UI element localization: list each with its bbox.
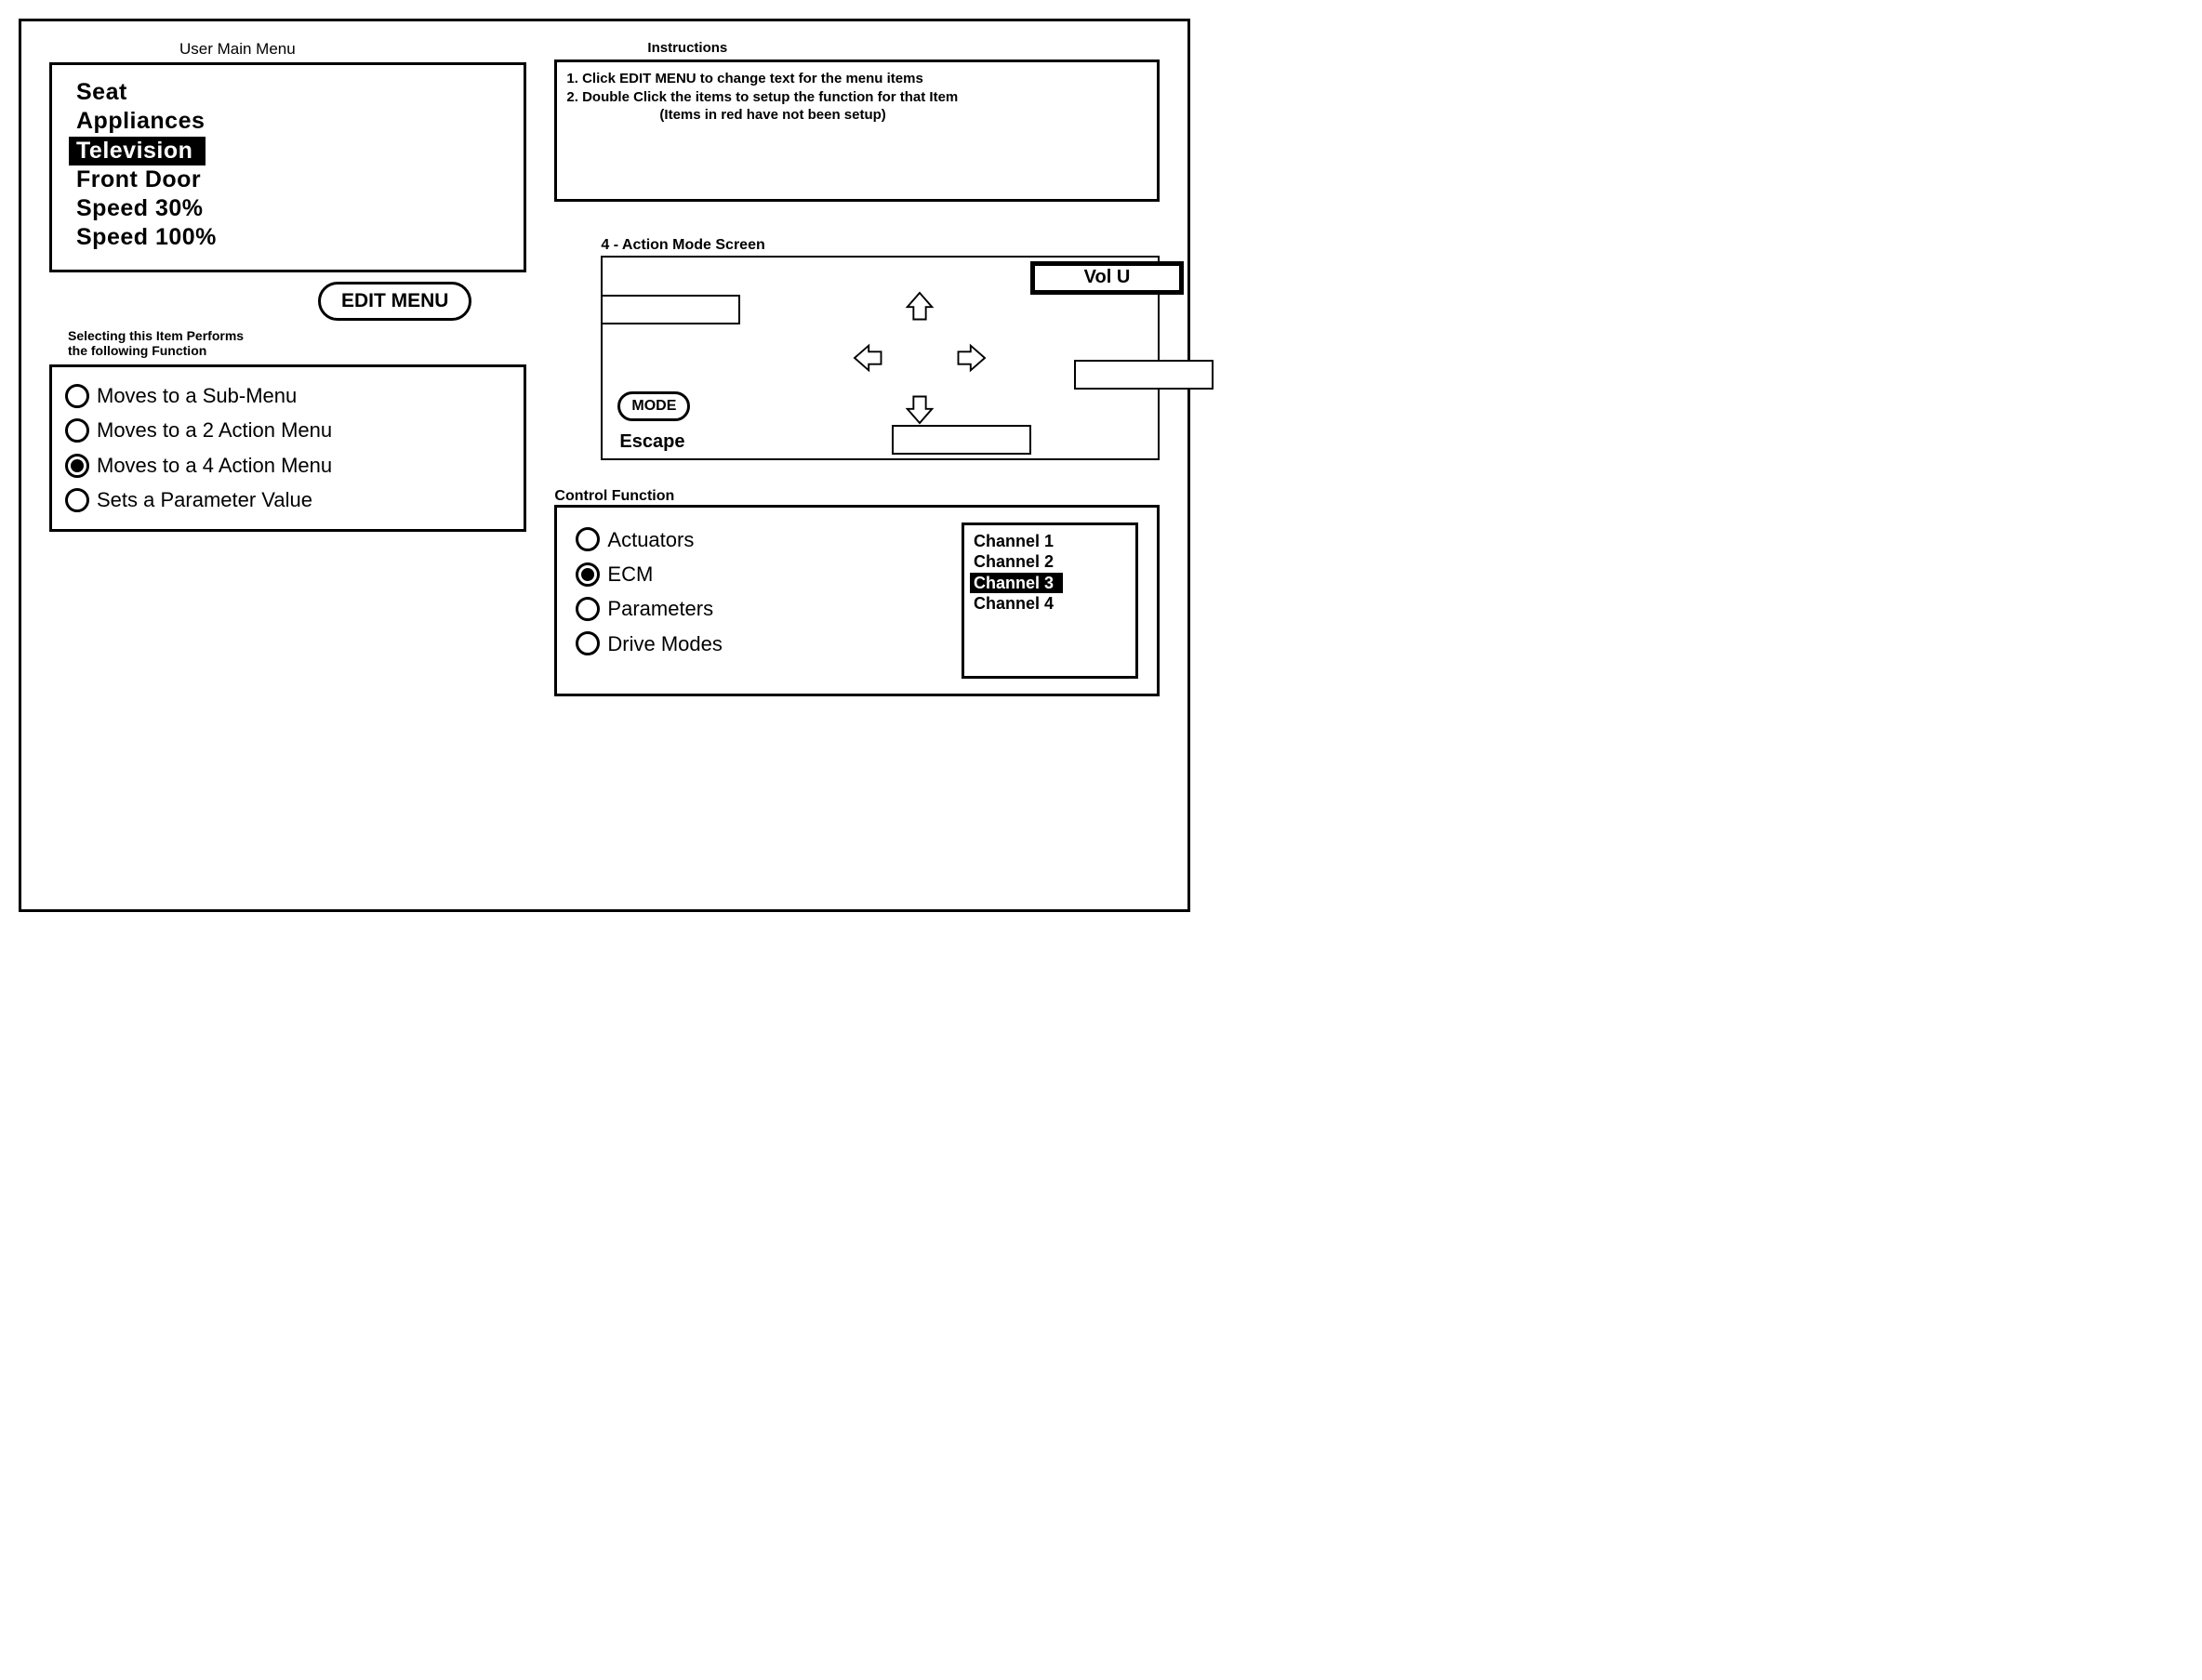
action-slot-right[interactable] bbox=[1074, 360, 1214, 390]
radio-2-action[interactable]: Moves to a 2 Action Menu bbox=[65, 413, 511, 447]
escape-label: Escape bbox=[619, 431, 684, 453]
radio-4-action[interactable]: Moves to a 4 Action Menu bbox=[65, 448, 511, 483]
radio-icon bbox=[65, 384, 89, 408]
radio-parameter[interactable]: Sets a Parameter Value bbox=[65, 483, 511, 517]
channel-4[interactable]: Channel 4 bbox=[970, 594, 1057, 613]
radio-sub-menu[interactable]: Moves to a Sub-Menu bbox=[65, 378, 511, 413]
radio-icon bbox=[65, 488, 89, 512]
action-slot-left[interactable] bbox=[601, 295, 740, 324]
instructions-title: Instructions bbox=[554, 40, 1160, 56]
instructions-box: 1. Click EDIT MENU to change text for th… bbox=[554, 60, 1160, 202]
menu-item-front-door[interactable]: Front Door bbox=[69, 166, 201, 192]
radio-icon bbox=[65, 418, 89, 443]
instruction-line-1: 1. Click EDIT MENU to change text for th… bbox=[566, 70, 1147, 88]
menu-item-speed-100[interactable]: Speed 100% bbox=[69, 224, 217, 250]
main-frame: User Main Menu Seat Appliances Televisio… bbox=[19, 19, 1190, 912]
radio-actuators[interactable]: Actuators bbox=[576, 523, 934, 557]
radio-icon bbox=[576, 562, 600, 587]
arrow-left-icon bbox=[851, 340, 886, 376]
menu-item-speed-30[interactable]: Speed 30% bbox=[69, 195, 204, 221]
menu-item-appliances[interactable]: Appliances bbox=[69, 108, 205, 134]
control-radio-group: Actuators ECM Parameters Drive Modes bbox=[576, 523, 934, 679]
menu-item-television[interactable]: Television bbox=[69, 137, 206, 165]
radio-icon bbox=[65, 454, 89, 478]
action-mode-screen: Vol U MODE Escape bbox=[601, 256, 1160, 460]
menu-item-seat[interactable]: Seat bbox=[69, 79, 127, 105]
control-function-box: Actuators ECM Parameters Drive Modes Cha… bbox=[554, 505, 1160, 696]
mode-button[interactable]: MODE bbox=[617, 391, 690, 421]
instruction-line-2: 2. Double Click the items to setup the f… bbox=[566, 88, 1147, 107]
right-column: Instructions 1. Click EDIT MENU to chang… bbox=[554, 40, 1160, 891]
function-radio-group: Moves to a Sub-Menu Moves to a 2 Action … bbox=[49, 364, 526, 532]
control-function-title: Control Function bbox=[554, 488, 1160, 505]
arrow-down-icon bbox=[902, 390, 937, 426]
arrow-right-icon bbox=[953, 340, 988, 376]
radio-icon bbox=[576, 631, 600, 655]
instruction-line-3: (Items in red have not been setup) bbox=[566, 106, 1147, 125]
edit-menu-button[interactable]: EDIT MENU bbox=[318, 282, 472, 321]
action-slot-down[interactable] bbox=[892, 425, 1031, 455]
channel-1[interactable]: Channel 1 bbox=[970, 532, 1057, 550]
arrow-cluster bbox=[855, 293, 985, 423]
arrow-up-icon bbox=[902, 289, 937, 324]
action-slot-up[interactable]: Vol U bbox=[1030, 261, 1184, 295]
radio-parameters[interactable]: Parameters bbox=[576, 591, 934, 626]
channel-2[interactable]: Channel 2 bbox=[970, 552, 1057, 571]
user-menu-title: User Main Menu bbox=[49, 40, 526, 59]
radio-icon bbox=[576, 597, 600, 621]
user-menu-box: Seat Appliances Television Front Door Sp… bbox=[49, 62, 526, 272]
function-label: Selecting this Item Performs the followi… bbox=[49, 328, 526, 360]
radio-drive-modes[interactable]: Drive Modes bbox=[576, 627, 934, 661]
left-column: User Main Menu Seat Appliances Televisio… bbox=[49, 40, 526, 891]
channel-list: Channel 1 Channel 2 Channel 3 Channel 4 bbox=[962, 523, 1138, 679]
radio-ecm[interactable]: ECM bbox=[576, 557, 934, 591]
channel-3[interactable]: Channel 3 bbox=[970, 573, 1063, 594]
action-mode-title: 4 - Action Mode Screen bbox=[554, 237, 1160, 254]
radio-icon bbox=[576, 527, 600, 551]
